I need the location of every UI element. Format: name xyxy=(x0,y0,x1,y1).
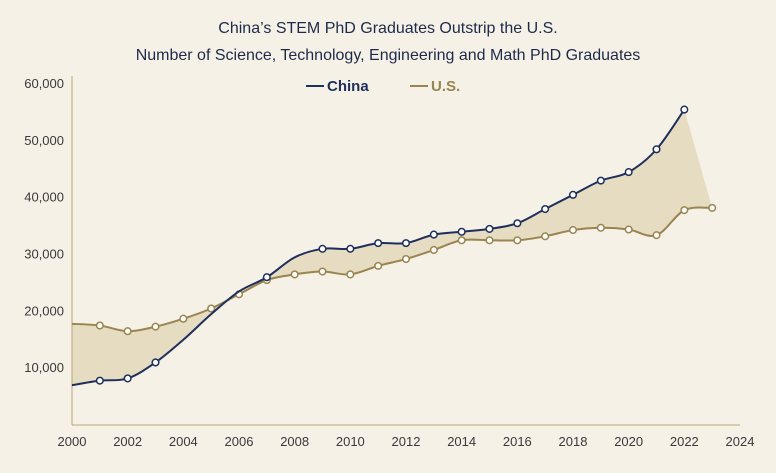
data-point-us xyxy=(457,236,466,245)
x-tick-label: 2020 xyxy=(614,434,643,449)
data-point-china xyxy=(374,239,383,248)
x-tick-label: 2016 xyxy=(503,434,532,449)
y-tick-label: 40,000 xyxy=(24,190,64,205)
data-point-us xyxy=(346,270,355,279)
x-tick-label: 2014 xyxy=(447,434,476,449)
x-tick-label: 2006 xyxy=(225,434,254,449)
data-point-us xyxy=(207,304,216,313)
data-point-china xyxy=(318,244,327,253)
data-point-us xyxy=(151,322,160,331)
data-point-us xyxy=(513,236,522,245)
data-point-us xyxy=(541,232,550,241)
data-point-china xyxy=(652,145,661,154)
data-point-china xyxy=(346,244,355,253)
y-tick-label: 60,000 xyxy=(24,76,64,91)
legend-label-china: China xyxy=(327,78,369,95)
data-point-china xyxy=(596,176,605,185)
data-point-china xyxy=(95,376,104,385)
data-point-us xyxy=(568,226,578,235)
data-point-china xyxy=(151,358,160,367)
chart-subtitle: Number of Science, Technology, Engineeri… xyxy=(135,47,641,64)
y-tick-label: 10,000 xyxy=(24,360,64,375)
data-point-china xyxy=(457,227,466,236)
y-tick-label: 20,000 xyxy=(24,303,64,318)
data-point-us xyxy=(429,245,438,255)
y-tick-label: 50,000 xyxy=(24,133,64,148)
fill-between-layer xyxy=(72,109,713,386)
legend: China U.S. xyxy=(306,78,460,95)
x-tick-label: 2010 xyxy=(336,434,365,449)
data-point-china xyxy=(680,105,689,114)
data-point-china xyxy=(541,204,550,214)
data-point-china xyxy=(401,239,411,248)
x-tick-label: 2012 xyxy=(392,434,421,449)
series-layer xyxy=(71,105,717,387)
data-point-china xyxy=(262,273,271,282)
data-point-china xyxy=(485,224,494,233)
data-point-china xyxy=(513,219,522,228)
x-tick-label: 2002 xyxy=(113,434,142,449)
data-point-us xyxy=(374,261,383,270)
data-point-us xyxy=(290,270,299,279)
data-point-us xyxy=(624,225,633,234)
data-point-us xyxy=(179,314,188,323)
data-point-us xyxy=(401,254,411,264)
data-point-us xyxy=(596,223,605,232)
data-point-china xyxy=(568,190,578,199)
x-tick-label: 2000 xyxy=(58,434,87,449)
legend-label-us: U.S. xyxy=(431,78,460,95)
data-point-us xyxy=(708,203,717,212)
fill-between-area xyxy=(72,109,713,386)
x-tick-label: 2008 xyxy=(280,434,309,449)
data-point-us xyxy=(123,327,132,336)
x-tick-label: 2018 xyxy=(559,434,588,449)
x-tick-label: 2022 xyxy=(670,434,699,449)
data-point-china xyxy=(624,168,633,177)
chart-title: China’s STEM PhD Graduates Outstrip the … xyxy=(218,20,558,37)
x-tick-label: 2004 xyxy=(169,434,198,449)
data-point-us xyxy=(318,267,327,276)
data-point-us xyxy=(680,206,689,215)
data-point-china xyxy=(123,374,132,383)
ticks-layer: 10,000 20,000 30,000 40,000 50,000 60,000 2000… xyxy=(24,76,754,449)
data-point-us xyxy=(485,236,494,245)
y-tick-label: 30,000 xyxy=(24,247,64,262)
data-point-us xyxy=(652,231,661,240)
data-point-us xyxy=(95,321,104,330)
x-tick-label: 2024 xyxy=(726,434,755,449)
data-point-china xyxy=(429,230,438,239)
